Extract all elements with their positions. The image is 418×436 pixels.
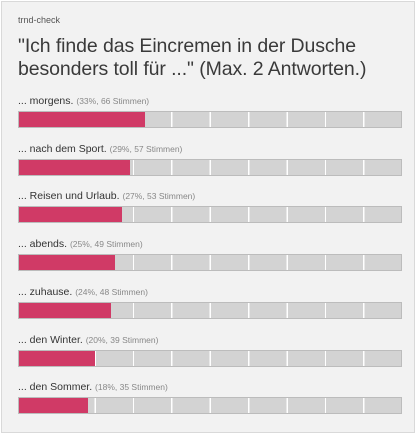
option-result: (20%, 39 Stimmen)	[85, 335, 159, 345]
result-bar	[18, 397, 402, 414]
result-bar	[18, 302, 402, 319]
result-bar-fill	[19, 112, 146, 127]
option-result: (24%, 48 Stimmen)	[75, 287, 148, 297]
result-bar-fill	[19, 398, 88, 413]
poll-option-reisen: ... Reisen und Urlaub. (27%, 53 Stimmen)	[18, 189, 408, 223]
option-result: (27%, 53 Stimmen)	[122, 191, 196, 201]
result-bar	[18, 350, 402, 367]
poll-option-sommer: ... den Sommer. (18%, 35 Stimmen)	[18, 380, 408, 414]
option-label: ... abends.	[18, 238, 68, 250]
option-label: ... den Sommer.	[18, 381, 93, 393]
result-bar-fill	[19, 160, 130, 175]
option-result: (18%, 35 Stimmen)	[95, 382, 168, 392]
option-label: ... den Winter.	[18, 334, 83, 346]
result-bar-fill	[19, 303, 111, 318]
option-label: ... zuhause.	[18, 286, 73, 298]
poll-option-winter: ... den Winter. (20%, 39 Stimmen)	[18, 333, 408, 367]
option-result: (29%, 57 Stimmen)	[109, 144, 183, 154]
poll-option-abends: ... abends. (25%, 49 Stimmen)	[18, 237, 408, 271]
option-label: ... Reisen und Urlaub.	[18, 190, 120, 202]
option-label: ... morgens.	[18, 95, 74, 107]
poll-source: trnd-check	[18, 15, 61, 25]
poll-option-zuhause: ... zuhause. (24%, 48 Stimmen)	[18, 285, 408, 319]
option-label: ... nach dem Sport.	[18, 143, 107, 155]
result-bar	[18, 254, 402, 271]
option-result: (25%, 49 Stimmen)	[69, 239, 143, 249]
result-bar	[18, 159, 402, 176]
result-bar	[18, 206, 402, 223]
result-bar	[18, 111, 402, 128]
result-bar-fill	[19, 351, 96, 366]
result-bar-fill	[19, 255, 115, 270]
option-result: (33%, 66 Stimmen)	[76, 96, 150, 106]
result-bar-fill	[19, 207, 123, 222]
poll-question: "Ich finde das Eincremen in der Dusche b…	[18, 35, 367, 80]
poll-option-sport: ... nach dem Sport. (29%, 57 Stimmen)	[18, 142, 408, 176]
poll-option-morgens: ... morgens. (33%, 66 Stimmen)	[18, 94, 408, 128]
